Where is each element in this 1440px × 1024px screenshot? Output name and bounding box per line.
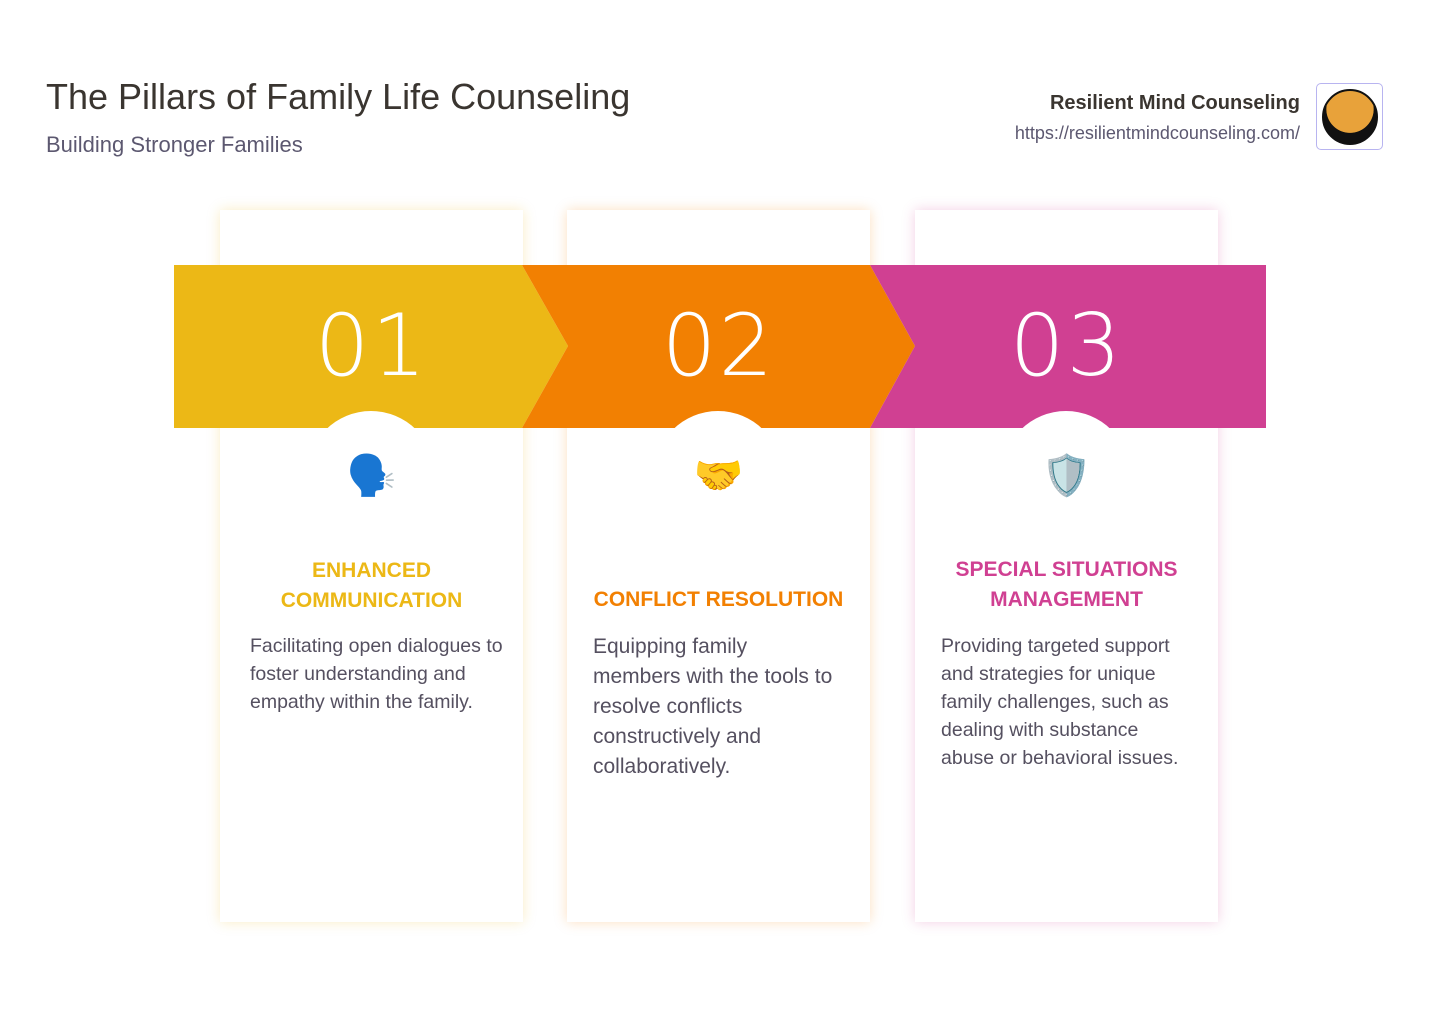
brand: Resilient Mind Counseling https://resili… — [1015, 92, 1300, 144]
tree-logo-icon — [1321, 88, 1378, 145]
brand-url[interactable]: https://resilientmindcounseling.com/ — [1014, 123, 1300, 143]
pillar-title-3: SPECIAL SITUATIONS MANAGEMENT — [955, 558, 1178, 611]
pillar-description-2: Equipping family members with the tools … — [593, 635, 833, 778]
pillar-title-1: ENHANCED COMMUNICATION — [280, 559, 463, 612]
banner-segment-3 — [870, 265, 1266, 428]
handshake-icon: 🤝 — [693, 454, 744, 498]
page-subtitle: Building Stronger Families — [46, 132, 303, 157]
pillar-number-2: 02 — [661, 296, 776, 396]
pillar-title-2: CONFLICT RESOLUTION — [593, 588, 844, 611]
banner-segment-1 — [174, 265, 568, 428]
speaking-head-icon: 🗣️ — [346, 454, 397, 498]
pillar-description-1: Facilitating open dialogues to foster un… — [250, 635, 503, 713]
banner-segment-2 — [522, 265, 915, 428]
brand-name: Resilient Mind Counseling — [1049, 92, 1300, 114]
brand-logo — [1316, 83, 1383, 150]
shield-icon: 🛡️ — [1041, 454, 1092, 498]
pillar-description-3: Providing targeted support and strategie… — [941, 635, 1179, 769]
pillar-number-1: 01 — [314, 296, 429, 396]
page-title: The Pillars of Family Life Counseling — [46, 76, 631, 117]
pillar-number-3: 03 — [1009, 296, 1124, 396]
